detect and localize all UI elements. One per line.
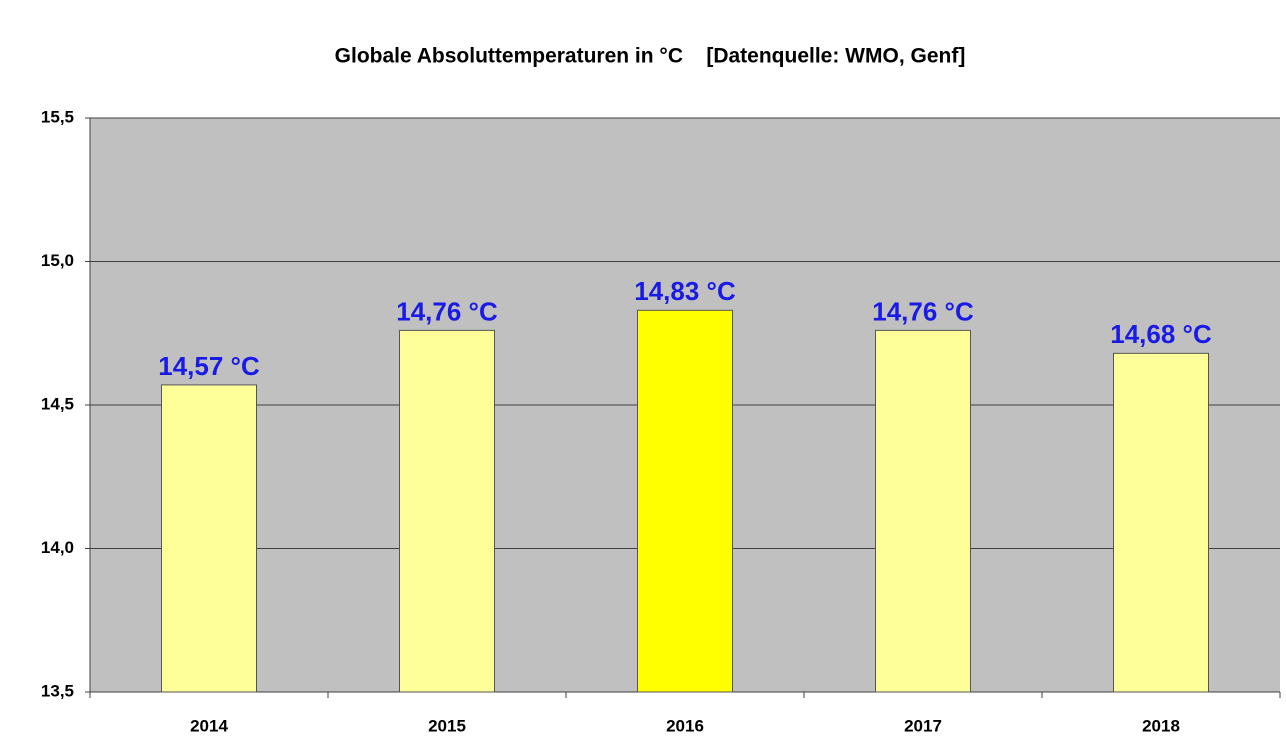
bar [399, 329, 495, 693]
x-tick-label: 2015 [428, 716, 466, 735]
y-tick-label: 14,0 [41, 538, 74, 557]
y-tick-label: 15,0 [41, 251, 74, 270]
x-tick-label: 2014 [190, 716, 228, 735]
x-tick-label: 2017 [904, 716, 942, 735]
bar [161, 384, 257, 693]
bar [637, 309, 733, 693]
data-label: 14,76 °C [396, 296, 498, 326]
bar [1113, 352, 1209, 693]
data-label: 14,57 °C [158, 351, 260, 381]
x-tick-label: 2018 [1142, 716, 1180, 735]
y-tick-label: 14,5 [41, 394, 74, 413]
y-tick-label: 15,5 [41, 107, 74, 126]
data-label: 14,76 °C [872, 296, 974, 326]
x-tick-label: 2016 [666, 716, 704, 735]
bar [875, 329, 971, 693]
chart-title: Globale Absoluttemperaturen in °C [Daten… [335, 45, 966, 68]
data-label: 14,83 °C [634, 276, 736, 306]
y-tick-label: 13,5 [41, 681, 74, 700]
data-label: 14,68 °C [1110, 319, 1212, 349]
